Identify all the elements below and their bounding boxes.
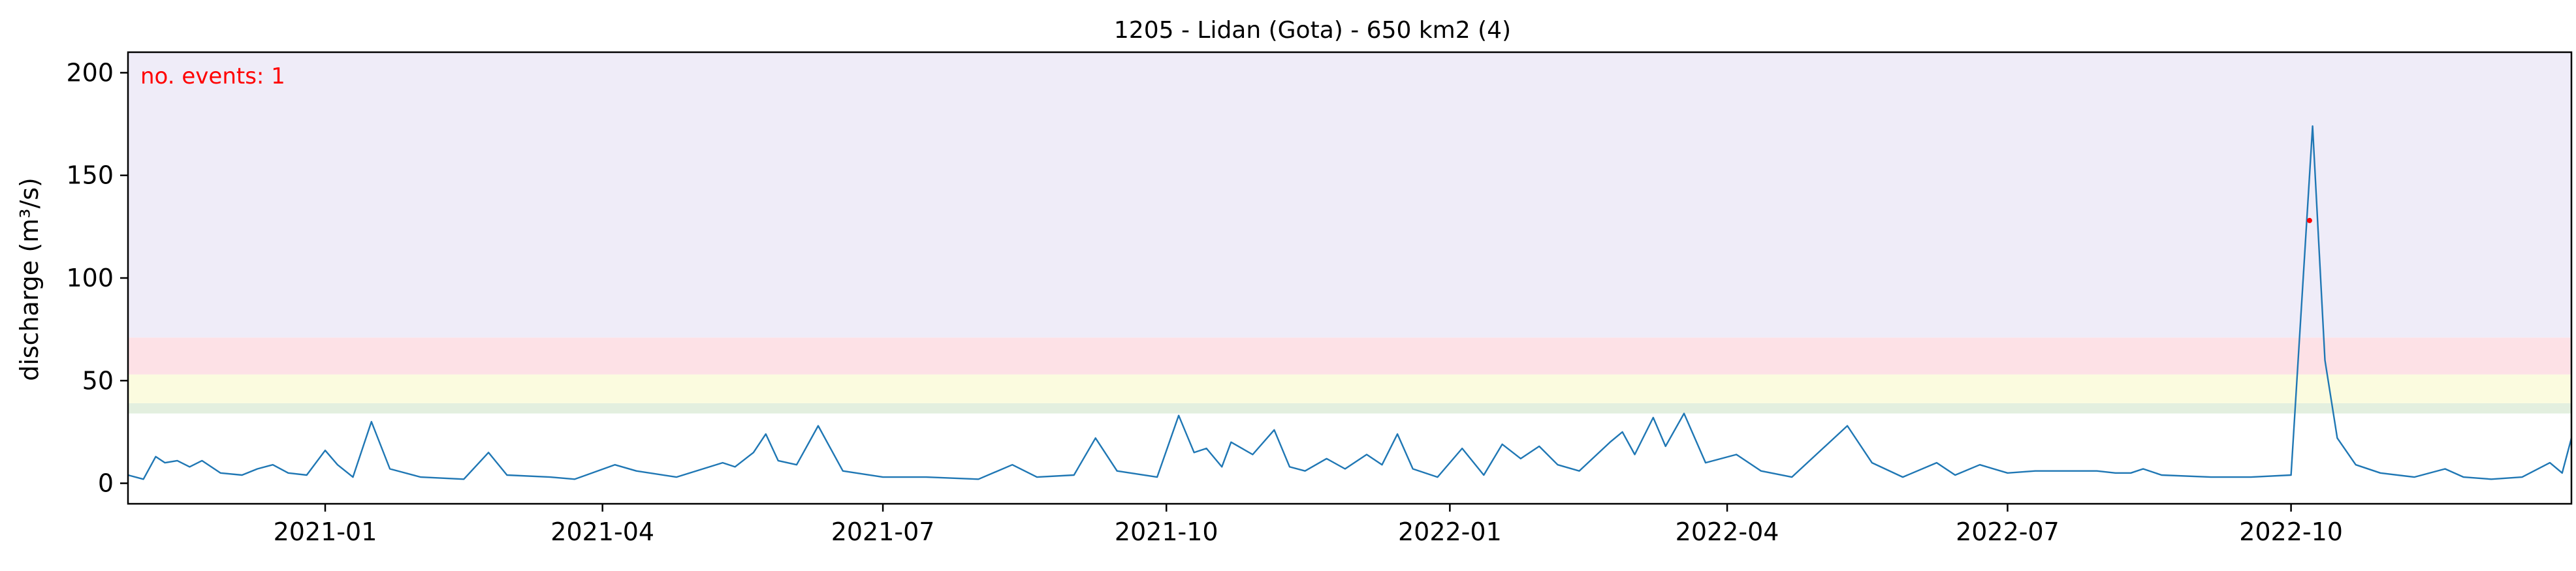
threshold-band-1 [128, 374, 2571, 403]
event-count-annotation: no. events: 1 [140, 63, 285, 89]
chart-title: 1205 - Lidan (Gota) - 650 km2 (4) [1114, 17, 1511, 44]
x-tick-label-2022-07: 2022-07 [1956, 517, 2059, 546]
y-tick-label-150: 150 [66, 161, 114, 190]
y-axis-label: discharge (m³/s) [15, 177, 44, 381]
x-tick-label-2022-10: 2022-10 [2239, 517, 2343, 546]
x-tick-label-2022-01: 2022-01 [1398, 517, 1502, 546]
plot-area: 0 50 100 150 200 2021-01 2021-04 2021-07 2021-10… [66, 51, 2573, 546]
discharge-series-line [127, 125, 2573, 480]
event-point-0 [2306, 217, 2312, 223]
y-tick-label-100: 100 [66, 264, 114, 292]
threshold-band-0 [128, 403, 2571, 414]
x-tick-label-2022-04: 2022-04 [1676, 517, 1779, 546]
threshold-band-3 [128, 52, 2571, 338]
x-tick-label-2021-04: 2021-04 [550, 517, 654, 546]
threshold-band-2 [128, 337, 2571, 375]
x-tick-label-2021-01: 2021-01 [274, 517, 377, 546]
x-tick-label-2021-07: 2021-07 [831, 517, 935, 546]
y-tick-label-0: 0 [98, 469, 114, 498]
y-tick-label-50: 50 [82, 366, 114, 395]
y-tick-label-200: 200 [66, 58, 114, 87]
x-tick-label-2021-10: 2021-10 [1115, 517, 1218, 546]
